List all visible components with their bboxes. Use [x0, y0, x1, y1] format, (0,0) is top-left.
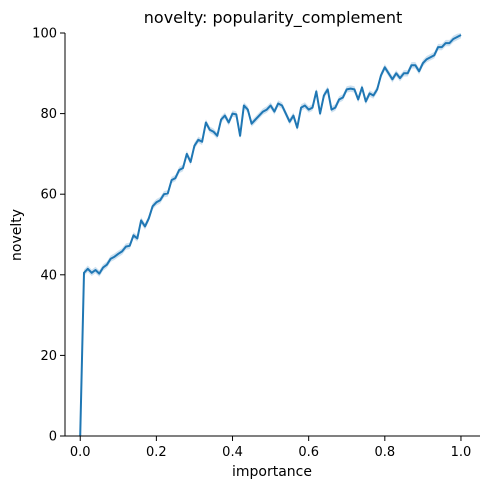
- x-tick-label: 1.0: [451, 445, 472, 460]
- x-axis-label: importance: [232, 464, 312, 480]
- y-axis-ticks: 0 20 40 60 80 100: [32, 27, 65, 445]
- y-tick-label: 100: [32, 27, 57, 42]
- series-line-novelty: [79, 34, 462, 437]
- x-tick-label: 0.8: [374, 445, 395, 460]
- x-tick-label: 0.0: [70, 445, 91, 460]
- y-tick-label: 0: [49, 430, 57, 445]
- y-axis-label: novelty: [9, 209, 25, 261]
- y-tick-label: 20: [40, 349, 57, 364]
- x-axis-ticks: 0.0 0.2 0.4 0.6 0.8 1.0: [70, 436, 471, 460]
- x-tick-label: 0.2: [146, 445, 167, 460]
- x-tick-label: 0.6: [298, 445, 319, 460]
- chart-title: novelty: popularity_complement: [144, 8, 402, 28]
- plot-area: [79, 33, 462, 437]
- x-tick-label: 0.4: [222, 445, 243, 460]
- y-tick-label: 60: [40, 188, 57, 203]
- y-tick-label: 80: [40, 107, 57, 122]
- y-tick-label: 40: [40, 268, 57, 283]
